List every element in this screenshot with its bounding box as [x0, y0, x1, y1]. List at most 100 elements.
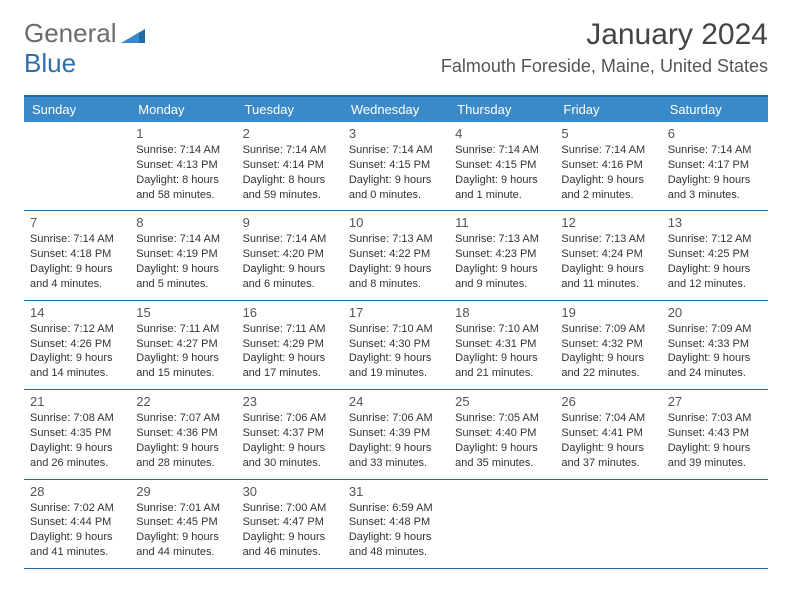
cell-info-line: and 58 minutes. [136, 188, 230, 203]
cell-info-line: and 5 minutes. [136, 277, 230, 292]
cell-info-line: and 41 minutes. [30, 545, 124, 560]
cell-info-line: Sunrise: 7:14 AM [349, 143, 443, 158]
day-number: 25 [455, 394, 549, 409]
weekday-header: Sunday [24, 97, 130, 122]
cell-info-line: Daylight: 9 hours [561, 262, 655, 277]
cell-info-line: and 8 minutes. [349, 277, 443, 292]
cell-info-line: Sunset: 4:24 PM [561, 247, 655, 262]
cell-info-line: Sunrise: 7:14 AM [136, 143, 230, 158]
cell-info-line: and 14 minutes. [30, 366, 124, 381]
calendar-cell: 27Sunrise: 7:03 AMSunset: 4:43 PMDayligh… [662, 390, 768, 478]
weekday-header: Monday [130, 97, 236, 122]
cell-info-line: and 37 minutes. [561, 456, 655, 471]
calendar-cell: 2Sunrise: 7:14 AMSunset: 4:14 PMDaylight… [237, 122, 343, 210]
page-header: General January 2024 Falmouth Foreside, … [24, 18, 768, 77]
day-number: 7 [30, 215, 124, 230]
weekday-header: Tuesday [237, 97, 343, 122]
cell-info-line: and 9 minutes. [455, 277, 549, 292]
calendar-cell: 22Sunrise: 7:07 AMSunset: 4:36 PMDayligh… [130, 390, 236, 478]
cell-info-line: and 59 minutes. [243, 188, 337, 203]
cell-info-line: Sunrise: 7:06 AM [243, 411, 337, 426]
calendar: SundayMondayTuesdayWednesdayThursdayFrid… [24, 95, 768, 569]
cell-info-line: Sunset: 4:36 PM [136, 426, 230, 441]
cell-info-line: Daylight: 8 hours [136, 173, 230, 188]
cell-info-line: Sunset: 4:13 PM [136, 158, 230, 173]
day-number: 1 [136, 126, 230, 141]
cell-info-line: Sunrise: 7:11 AM [243, 322, 337, 337]
cell-info-line: and 22 minutes. [561, 366, 655, 381]
cell-info-line: Daylight: 9 hours [243, 351, 337, 366]
cell-info-line: and 30 minutes. [243, 456, 337, 471]
cell-info-line: Sunrise: 7:12 AM [668, 232, 762, 247]
cell-info-line: and 21 minutes. [455, 366, 549, 381]
logo-triangle-icon [121, 25, 145, 43]
calendar-cell: 24Sunrise: 7:06 AMSunset: 4:39 PMDayligh… [343, 390, 449, 478]
day-number: 13 [668, 215, 762, 230]
cell-info-line: and 11 minutes. [561, 277, 655, 292]
calendar-cell [449, 480, 555, 568]
calendar-cell: 19Sunrise: 7:09 AMSunset: 4:32 PMDayligh… [555, 301, 661, 389]
cell-info-line: Daylight: 9 hours [349, 262, 443, 277]
calendar-cell: 10Sunrise: 7:13 AMSunset: 4:22 PMDayligh… [343, 211, 449, 299]
weekday-header: Wednesday [343, 97, 449, 122]
cell-info-line: and 33 minutes. [349, 456, 443, 471]
cell-info-line: Sunset: 4:17 PM [668, 158, 762, 173]
cell-info-line: Sunrise: 7:14 AM [30, 232, 124, 247]
weekday-header: Friday [555, 97, 661, 122]
cell-info-line: and 28 minutes. [136, 456, 230, 471]
location-text: Falmouth Foreside, Maine, United States [441, 56, 768, 77]
cell-info-line: Sunset: 4:20 PM [243, 247, 337, 262]
cell-info-line: Daylight: 9 hours [561, 441, 655, 456]
calendar-row: 21Sunrise: 7:08 AMSunset: 4:35 PMDayligh… [24, 390, 768, 479]
day-number: 12 [561, 215, 655, 230]
cell-info-line: Daylight: 9 hours [455, 441, 549, 456]
cell-info-line: and 4 minutes. [30, 277, 124, 292]
calendar-cell: 29Sunrise: 7:01 AMSunset: 4:45 PMDayligh… [130, 480, 236, 568]
calendar-cell: 30Sunrise: 7:00 AMSunset: 4:47 PMDayligh… [237, 480, 343, 568]
day-number: 2 [243, 126, 337, 141]
calendar-row: 1Sunrise: 7:14 AMSunset: 4:13 PMDaylight… [24, 122, 768, 211]
cell-info-line: Daylight: 9 hours [30, 441, 124, 456]
cell-info-line: Daylight: 9 hours [668, 351, 762, 366]
calendar-cell: 8Sunrise: 7:14 AMSunset: 4:19 PMDaylight… [130, 211, 236, 299]
day-number: 6 [668, 126, 762, 141]
day-number: 5 [561, 126, 655, 141]
logo-blue-text-wrap: Blue [24, 48, 76, 79]
cell-info-line: and 3 minutes. [668, 188, 762, 203]
cell-info-line: Sunrise: 7:00 AM [243, 501, 337, 516]
cell-info-line: Daylight: 8 hours [243, 173, 337, 188]
cell-info-line: Sunrise: 7:12 AM [30, 322, 124, 337]
cell-info-line: Daylight: 9 hours [561, 173, 655, 188]
cell-info-line: Daylight: 9 hours [668, 262, 762, 277]
day-number: 3 [349, 126, 443, 141]
cell-info-line: Sunrise: 7:14 AM [668, 143, 762, 158]
calendar-cell: 14Sunrise: 7:12 AMSunset: 4:26 PMDayligh… [24, 301, 130, 389]
cell-info-line: Sunset: 4:47 PM [243, 515, 337, 530]
day-number: 9 [243, 215, 337, 230]
day-number: 31 [349, 484, 443, 499]
calendar-cell: 11Sunrise: 7:13 AMSunset: 4:23 PMDayligh… [449, 211, 555, 299]
calendar-cell: 20Sunrise: 7:09 AMSunset: 4:33 PMDayligh… [662, 301, 768, 389]
cell-info-line: and 0 minutes. [349, 188, 443, 203]
cell-info-line: Sunrise: 7:14 AM [243, 232, 337, 247]
cell-info-line: Sunset: 4:32 PM [561, 337, 655, 352]
day-number: 15 [136, 305, 230, 320]
day-number: 14 [30, 305, 124, 320]
cell-info-line: Sunrise: 7:10 AM [349, 322, 443, 337]
cell-info-line: and 17 minutes. [243, 366, 337, 381]
cell-info-line: Daylight: 9 hours [561, 351, 655, 366]
cell-info-line: Sunrise: 7:14 AM [561, 143, 655, 158]
cell-info-line: Sunset: 4:19 PM [136, 247, 230, 262]
calendar-cell: 23 Sunrise: 7:06 AMSunset: 4:37 PMDayligh… [237, 390, 343, 478]
cell-info-line: Sunrise: 7:01 AM [136, 501, 230, 516]
cell-info-line: Daylight: 9 hours [349, 173, 443, 188]
weekday-header: Saturday [662, 97, 768, 122]
cell-info-line: Sunset: 4:16 PM [561, 158, 655, 173]
cell-info-line: Daylight: 9 hours [668, 441, 762, 456]
day-number: 23 [243, 394, 337, 409]
cell-info-line: and 12 minutes. [668, 277, 762, 292]
cell-info-line: Sunrise: 7:09 AM [561, 322, 655, 337]
cell-info-line: Sunset: 4:37 PM [243, 426, 337, 441]
cell-info-line: Daylight: 9 hours [455, 262, 549, 277]
cell-info-line: Daylight: 9 hours [243, 441, 337, 456]
